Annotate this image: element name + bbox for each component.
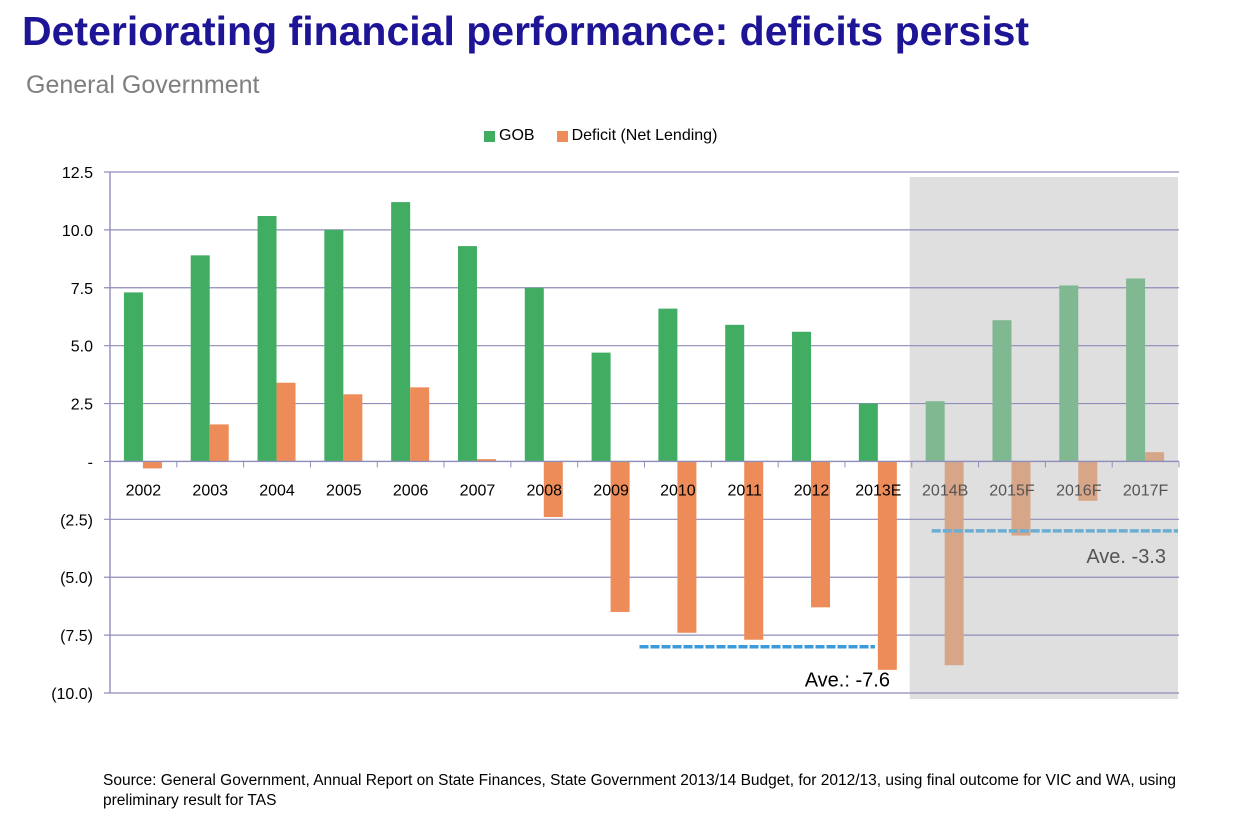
- x-tick-label: 2012: [794, 482, 830, 499]
- bar-deficit-2003: [209, 424, 229, 462]
- bar-gob-2003: [190, 255, 210, 462]
- bar-gob-2007: [457, 246, 477, 462]
- bar-gob-2002: [123, 292, 143, 462]
- bar-gob-2012: [792, 331, 812, 462]
- bar-gob-2010: [658, 308, 678, 462]
- x-tick-label: 2008: [526, 482, 562, 499]
- bar-gob-2006: [391, 202, 411, 462]
- bar-gob-2013E: [858, 403, 878, 462]
- x-tick-label: 2003: [192, 482, 228, 499]
- bar-deficit-2005: [343, 394, 363, 462]
- bar-deficit-2006: [410, 387, 430, 462]
- x-tick-label: 2016F: [1056, 482, 1102, 499]
- x-tick-label: 2005: [326, 482, 362, 499]
- bar-gob-2017F: [1126, 278, 1146, 462]
- y-tick-label: 2.5: [71, 397, 93, 414]
- chart-legend: GOB Deficit (Net Lending): [484, 127, 739, 145]
- bar-deficit-2007: [476, 459, 496, 462]
- average-label-actual: Ave.: -7.6: [805, 670, 890, 692]
- bar-deficit-2010: [677, 461, 697, 633]
- bar-deficit-2016F: [1078, 461, 1098, 501]
- bar-deficit-2014B: [944, 461, 964, 666]
- bar-gob-2011: [725, 324, 745, 462]
- x-tick-label: 2004: [259, 482, 295, 499]
- bar-deficit-2002: [142, 461, 162, 469]
- y-tick-label: (7.5): [60, 628, 93, 645]
- legend-label-gob: GOB: [499, 127, 535, 144]
- page-subtitle: General Government: [26, 71, 260, 99]
- bar-deficit-2012: [811, 461, 831, 608]
- legend-swatch-gob: [484, 130, 495, 142]
- legend-swatch-deficit: [556, 130, 568, 142]
- bar-gob-2014B: [925, 401, 945, 462]
- bar-gob-2009: [591, 352, 611, 462]
- x-tick-label: 2009: [593, 482, 629, 499]
- bar-deficit-2009: [610, 461, 630, 612]
- bar-gob-2005: [324, 229, 344, 462]
- x-tick-label: 2014B: [922, 482, 968, 499]
- average-label-forecast: Ave. -3.3: [1086, 546, 1166, 568]
- y-tick-label: 5.0: [71, 339, 93, 356]
- y-tick-label: (5.0): [60, 570, 93, 587]
- x-tick-label: 2006: [393, 482, 429, 499]
- x-tick-label: 2017F: [1123, 482, 1169, 499]
- bar-deficit-2015F: [1011, 461, 1031, 536]
- legend-item-deficit: Deficit (Net Lending): [556, 127, 718, 145]
- page-title: Deteriorating financial performance: def…: [22, 8, 1030, 54]
- y-tick-label: (10.0): [51, 686, 93, 703]
- x-tick-label: 2007: [460, 482, 496, 499]
- y-tick-label: 10.0: [62, 223, 93, 240]
- x-tick-label: 2015F: [989, 482, 1035, 499]
- source-note: Source: General Government, Annual Repor…: [103, 772, 1176, 809]
- x-tick-label: 2010: [660, 482, 696, 499]
- bar-gob-2015F: [992, 320, 1012, 462]
- bar-deficit-2011: [744, 461, 764, 640]
- legend-item-gob: GOB: [484, 127, 535, 145]
- legend-label-deficit: Deficit (Net Lending): [571, 127, 718, 144]
- y-tick-label: -: [88, 454, 93, 471]
- bar-gob-2016F: [1059, 285, 1079, 462]
- x-tick-label: 2002: [126, 482, 162, 499]
- y-tick-label: (2.5): [60, 512, 93, 529]
- bar-gob-2008: [524, 287, 544, 462]
- y-tick-label: 12.5: [62, 165, 93, 182]
- bar-deficit-2017F: [1145, 452, 1165, 462]
- bar-gob-2004: [257, 215, 277, 462]
- bar-deficit-2004: [276, 382, 296, 462]
- x-tick-label: 2011: [728, 482, 763, 499]
- bar-deficit-2013E: [877, 461, 897, 670]
- y-tick-label: 7.5: [71, 281, 93, 298]
- x-tick-label: 2013E: [855, 482, 901, 499]
- bar-deficit-2008: [543, 461, 563, 518]
